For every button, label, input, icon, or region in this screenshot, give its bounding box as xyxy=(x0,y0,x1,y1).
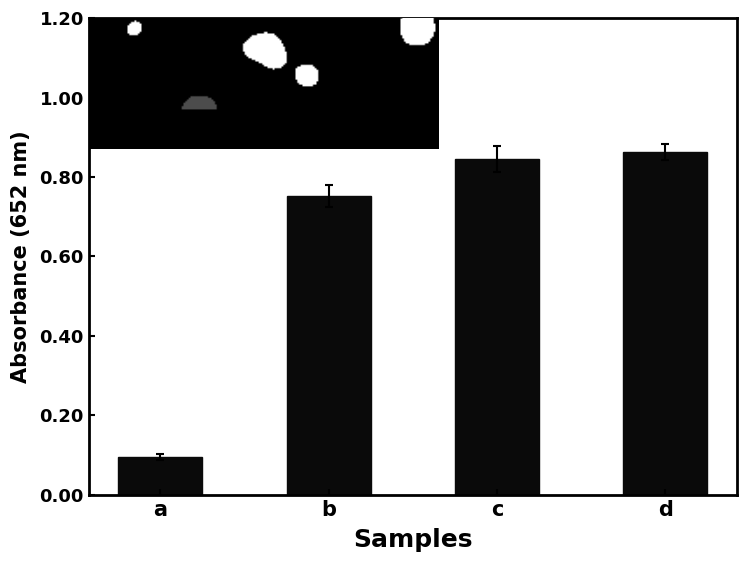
Bar xyxy=(286,196,371,495)
X-axis label: Samples: Samples xyxy=(353,528,473,552)
Bar xyxy=(118,457,203,495)
Y-axis label: Absorbance (652 nm): Absorbance (652 nm) xyxy=(11,130,31,383)
Bar xyxy=(455,159,539,495)
Bar xyxy=(623,153,708,495)
